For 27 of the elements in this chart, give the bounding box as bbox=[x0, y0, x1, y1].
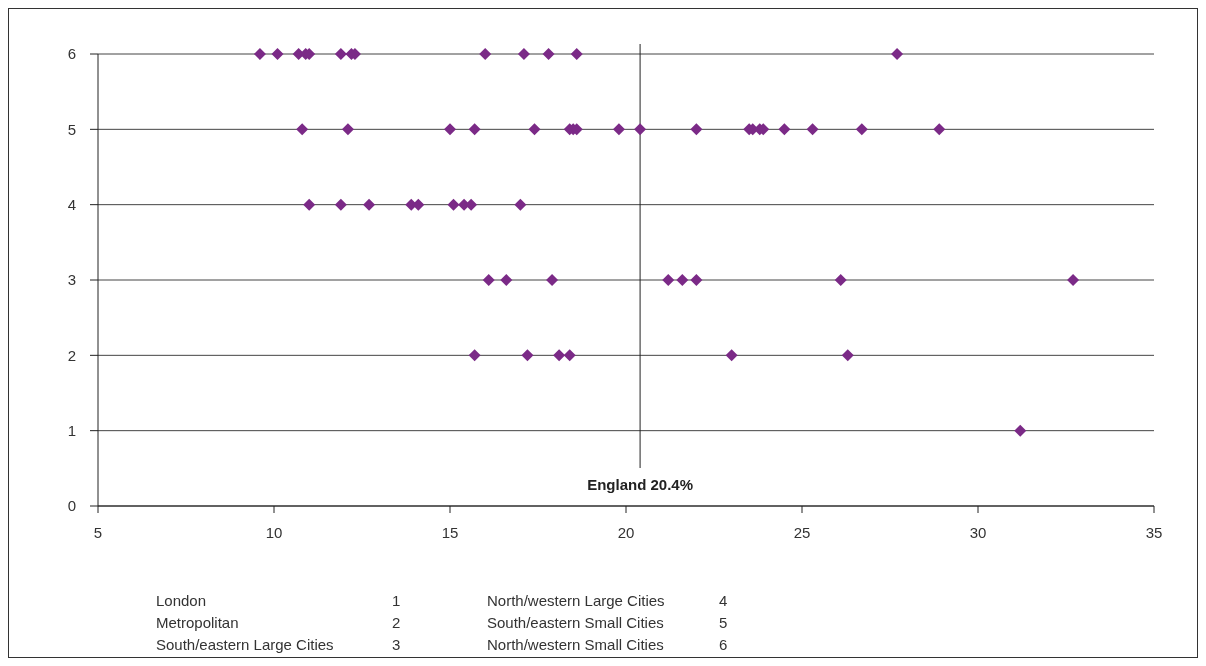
text: 3 bbox=[392, 636, 401, 653]
text: 1 bbox=[392, 592, 401, 609]
text: London bbox=[156, 592, 207, 609]
text: North/western Small Cities bbox=[487, 636, 664, 653]
y-tick-label: 5 bbox=[67, 120, 76, 138]
x-tick-label: 30 bbox=[969, 524, 987, 541]
text: South/eastern Large Cities bbox=[156, 636, 334, 653]
x-tick-label: 25 bbox=[793, 524, 811, 541]
x-tick-label: 10 bbox=[265, 524, 283, 541]
text: Metropolitan bbox=[156, 614, 239, 631]
x-tick-label: 15 bbox=[441, 524, 459, 541]
ref-line-label: England 20.4% bbox=[587, 476, 694, 493]
y-tick-label: 4 bbox=[67, 195, 76, 213]
y-tick-label: 1 bbox=[67, 421, 76, 439]
x-tick-label: 20 bbox=[617, 524, 635, 541]
y-tick-label: 3 bbox=[67, 271, 76, 289]
text: South/eastern Small Cities bbox=[487, 614, 664, 631]
text: 6 bbox=[719, 636, 728, 653]
x-tick-label: 5 bbox=[93, 524, 103, 541]
text: 5 bbox=[719, 614, 728, 631]
text: North/western Large Cities bbox=[487, 592, 665, 609]
y-tick-label: 0 bbox=[67, 497, 76, 515]
y-tick-label: 2 bbox=[67, 346, 76, 364]
x-tick-label: 35 bbox=[1145, 524, 1163, 541]
text: 4 bbox=[719, 592, 728, 609]
y-tick-label: 6 bbox=[67, 45, 76, 63]
text: 2 bbox=[392, 614, 401, 631]
